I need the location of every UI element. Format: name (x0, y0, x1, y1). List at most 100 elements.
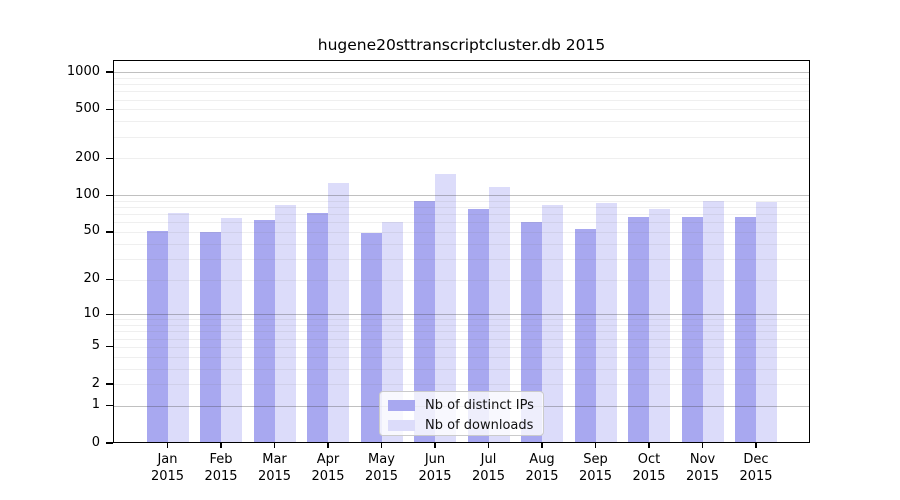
legend: Nb of distinct IPs Nb of downloads (379, 391, 544, 436)
bar-distinct-ips-feb (200, 231, 221, 443)
gridline-minor-70 (113, 214, 810, 216)
gridline-minor-8 (113, 325, 810, 327)
bar-distinct-ips-jul (467, 209, 489, 443)
y-tick-50 (106, 231, 113, 233)
x-tick-sep (594, 443, 597, 448)
bar-downloads-apr (328, 183, 349, 443)
legend-swatch-distinct-ips (388, 400, 415, 411)
bar-distinct-ips-nov (681, 217, 703, 443)
legend-item-downloads: Nb of downloads (388, 417, 543, 434)
y-label-100: 100 (75, 186, 100, 202)
bar-downloads-sep (595, 202, 617, 443)
x-label-year: 2015 (311, 469, 345, 484)
y-tick-200 (106, 157, 113, 159)
bar-downloads-oct (649, 208, 670, 443)
x-label-oct: Oct 2015 (617, 451, 681, 485)
y-label-10: 10 (83, 305, 100, 321)
gridline-minor-30 (113, 258, 810, 260)
x-label-month: Nov (689, 452, 716, 467)
bar-distinct-ips-jan (146, 230, 168, 443)
gridline-major-1000 (113, 72, 810, 74)
x-tick-aug (541, 443, 543, 448)
legend-label-downloads: Nb of downloads (425, 418, 534, 433)
x-label-may: May 2015 (350, 451, 414, 485)
x-label-month: Jan (157, 452, 178, 467)
gridline-minor-3 (113, 368, 810, 370)
gridline-minor-50 (113, 231, 810, 233)
x-label-month: Apr (316, 452, 340, 467)
x-label-mar: Mar 2015 (243, 451, 307, 485)
x-tick-apr (327, 443, 329, 448)
bar-downloads-dec (756, 202, 777, 443)
y-tick-100 (106, 194, 113, 196)
x-label-dec: Dec 2015 (724, 451, 788, 485)
bar-distinct-ips-dec (735, 217, 756, 443)
x-label-month: May (368, 452, 395, 467)
x-label-jun: Jun 2015 (403, 451, 467, 485)
x-tick-jun (434, 443, 436, 448)
bar-distinct-ips-mar (253, 219, 275, 443)
x-tick-mar (273, 443, 276, 448)
x-label-month: Mar (262, 452, 287, 467)
y-label-200: 200 (75, 149, 100, 165)
x-label-year: 2015 (418, 469, 452, 484)
x-tick-jan (166, 443, 169, 448)
plot-area (106, 60, 810, 448)
x-label-year: 2015 (257, 469, 292, 484)
gridline-minor-900 (113, 77, 810, 79)
x-label-year: 2015 (685, 469, 720, 484)
bar-downloads-jul (488, 186, 510, 443)
gridline-minor-500 (113, 109, 810, 111)
x-label-month: Sep (583, 452, 608, 467)
x-label-jan: Jan 2015 (136, 451, 200, 485)
gridline-minor-60 (113, 222, 810, 224)
bar-downloads-may (381, 221, 403, 443)
gridline-minor-4 (113, 356, 810, 358)
x-label-sep: Sep 2015 (564, 451, 628, 485)
y-tick-2 (106, 383, 113, 385)
bar-distinct-ips-oct (628, 217, 649, 443)
x-tick-dec (755, 443, 757, 448)
gridline-minor-20 (113, 279, 810, 281)
gridline-major-10 (113, 314, 810, 316)
x-label-month: Oct (637, 452, 661, 467)
y-label-2: 2 (91, 375, 100, 391)
y-tick-500 (106, 108, 113, 110)
gridline-minor-400 (113, 121, 810, 123)
gridline-minor-80 (113, 207, 810, 209)
gridline-minor-300 (113, 136, 810, 138)
gridline-minor-800 (113, 84, 810, 86)
y-label-5: 5 (91, 338, 100, 354)
bar-downloads-nov (702, 200, 724, 443)
bar-downloads-jan (167, 212, 189, 443)
x-tick-jul (487, 443, 490, 448)
x-label-year: 2015 (364, 469, 399, 484)
x-tick-may (380, 443, 383, 448)
y-label-50: 50 (83, 223, 100, 239)
x-label-month: Jun (424, 452, 446, 467)
gridline-minor-90 (113, 200, 810, 202)
legend-item-distinct-ips: Nb of distinct IPs (388, 397, 543, 414)
legend-label-distinct-ips: Nb of distinct IPs (425, 398, 534, 413)
gridline-minor-40 (113, 243, 810, 245)
gridline-minor-5 (113, 346, 810, 348)
x-label-month: Dec (743, 452, 769, 467)
bar-distinct-ips-jun (414, 200, 435, 443)
gridline-major-100 (113, 195, 810, 197)
x-label-nov: Nov 2015 (671, 451, 735, 485)
x-label-year: 2015 (204, 469, 238, 484)
x-tick-oct (648, 443, 650, 448)
y-label-1: 1 (91, 397, 100, 413)
gridline-minor-200 (113, 158, 810, 160)
y-tick-0 (106, 442, 113, 444)
x-label-aug: Aug 2015 (510, 451, 574, 485)
x-label-feb: Feb 2015 (189, 451, 253, 485)
bar-downloads-feb (221, 218, 242, 443)
bar-downloads-jun (435, 174, 456, 443)
bar-distinct-ips-aug (521, 222, 542, 443)
legend-swatch-downloads (388, 420, 415, 431)
chart-title: hugene20sttranscriptcluster.db 2015 (317, 36, 606, 54)
gridline-minor-7 (113, 331, 810, 333)
gridline-minor-700 (113, 91, 810, 93)
bar-distinct-ips-apr (307, 213, 328, 443)
